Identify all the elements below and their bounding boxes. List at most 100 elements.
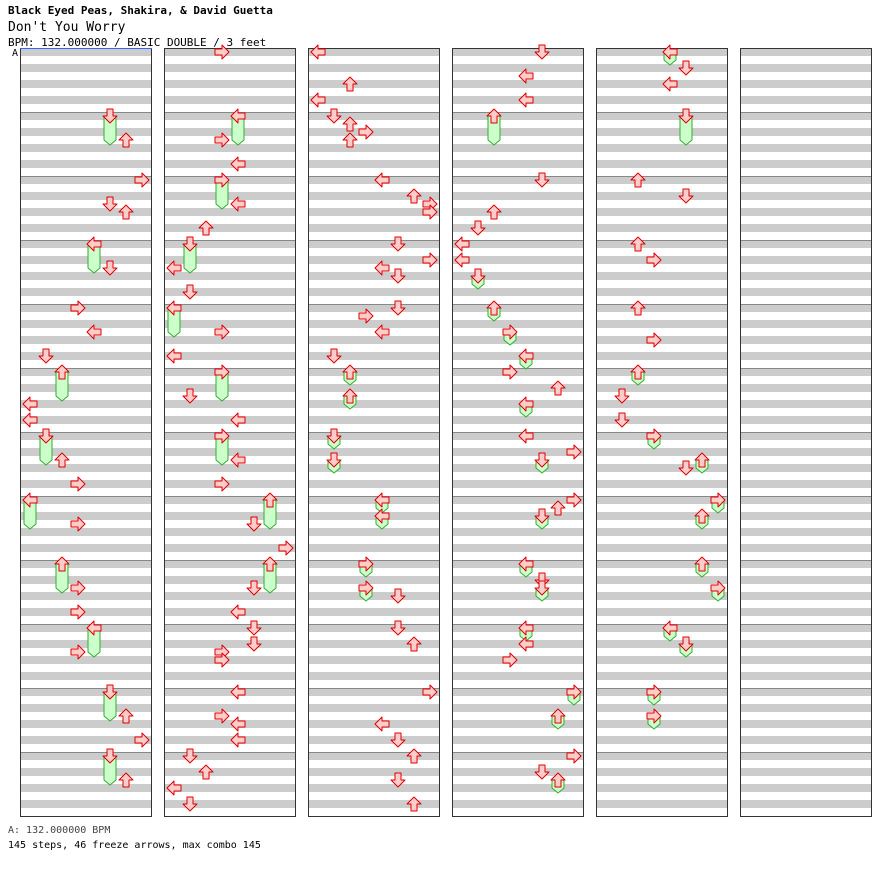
beat-stripe — [596, 144, 728, 152]
down-arrow-icon — [182, 796, 198, 812]
beat-stripe — [740, 352, 872, 360]
left-arrow-icon — [518, 68, 534, 84]
beat-stripe — [164, 336, 296, 344]
beat-stripe — [20, 384, 152, 392]
beat-stripe — [20, 736, 152, 744]
beat-stripe — [20, 96, 152, 104]
beat-stripe — [740, 256, 872, 264]
beat-stripe — [452, 320, 584, 328]
down-arrow-icon — [182, 748, 198, 764]
chart-column — [452, 48, 584, 817]
beat-stripe — [164, 720, 296, 728]
left-arrow-icon — [230, 412, 246, 428]
left-arrow-icon — [86, 236, 102, 252]
up-arrow-icon — [694, 452, 710, 468]
beat-stripe — [596, 800, 728, 808]
beat-stripe — [740, 48, 872, 56]
up-arrow-icon — [486, 300, 502, 316]
beat-stripe — [308, 608, 440, 616]
beat-stripe — [740, 784, 872, 792]
up-arrow-icon — [694, 556, 710, 572]
right-arrow-icon — [358, 124, 374, 140]
beat-stripe — [452, 384, 584, 392]
beat-stripe — [740, 64, 872, 72]
beat-stripe — [308, 272, 440, 280]
beat-stripe — [596, 80, 728, 88]
beat-stripe — [20, 512, 152, 520]
down-arrow-icon — [102, 260, 118, 276]
beat-stripe — [740, 656, 872, 664]
up-arrow-icon — [630, 300, 646, 316]
down-arrow-icon — [326, 428, 342, 444]
beat-stripe — [740, 736, 872, 744]
right-arrow-icon — [646, 252, 662, 268]
beat-stripe — [596, 528, 728, 536]
beat-stripe — [452, 208, 584, 216]
beat-stripe — [740, 176, 872, 184]
beat-stripe — [740, 192, 872, 200]
up-arrow-icon — [406, 188, 422, 204]
beat-stripe — [452, 512, 584, 520]
right-arrow-icon — [566, 492, 582, 508]
left-arrow-icon — [518, 348, 534, 364]
up-arrow-icon — [118, 772, 134, 788]
beat-stripe — [308, 208, 440, 216]
beat-stripe — [20, 352, 152, 360]
beat-stripe — [452, 240, 584, 248]
beat-stripe — [164, 48, 296, 56]
beat-stripe — [20, 608, 152, 616]
beat-stripe — [596, 544, 728, 552]
beat-stripe — [164, 640, 296, 648]
beat-stripe — [164, 368, 296, 376]
beat-stripe — [740, 720, 872, 728]
beat-stripe — [452, 176, 584, 184]
beat-stripe — [452, 528, 584, 536]
beat-stripe — [308, 224, 440, 232]
beat-stripe — [308, 544, 440, 552]
left-arrow-icon — [230, 452, 246, 468]
beat-stripe — [740, 416, 872, 424]
beat-stripe — [164, 544, 296, 552]
beat-stripe — [740, 320, 872, 328]
right-arrow-icon — [278, 540, 294, 556]
beat-stripe — [20, 336, 152, 344]
beat-stripe — [452, 112, 584, 120]
beat-stripe — [20, 320, 152, 328]
beat-stripe — [452, 624, 584, 632]
right-arrow-icon — [502, 652, 518, 668]
chart-column — [740, 48, 872, 817]
right-arrow-icon — [134, 732, 150, 748]
down-arrow-icon — [534, 580, 550, 596]
right-arrow-icon — [70, 300, 86, 316]
beat-stripe — [20, 224, 152, 232]
beat-stripe — [740, 288, 872, 296]
beat-stripe — [164, 240, 296, 248]
beat-stripe — [452, 64, 584, 72]
beat-stripe — [596, 192, 728, 200]
beat-stripe — [452, 768, 584, 776]
right-arrow-icon — [70, 644, 86, 660]
down-arrow-icon — [534, 172, 550, 188]
beat-stripe — [740, 272, 872, 280]
beat-stripe — [452, 688, 584, 696]
beat-stripe — [452, 496, 584, 504]
up-arrow-icon — [550, 500, 566, 516]
beat-stripe — [164, 800, 296, 808]
beat-stripe — [452, 464, 584, 472]
beat-stripe — [164, 160, 296, 168]
beat-stripe — [164, 576, 296, 584]
beat-stripe — [596, 224, 728, 232]
right-arrow-icon — [566, 444, 582, 460]
beat-stripe — [164, 608, 296, 616]
up-arrow-icon — [486, 108, 502, 124]
beat-stripe — [596, 128, 728, 136]
beat-stripe — [452, 400, 584, 408]
left-arrow-icon — [22, 492, 38, 508]
right-arrow-icon — [214, 708, 230, 724]
beat-stripe — [164, 752, 296, 760]
beat-stripe — [20, 704, 152, 712]
beat-stripe — [20, 720, 152, 728]
right-arrow-icon — [502, 364, 518, 380]
beat-stripe — [20, 672, 152, 680]
down-arrow-icon — [390, 300, 406, 316]
